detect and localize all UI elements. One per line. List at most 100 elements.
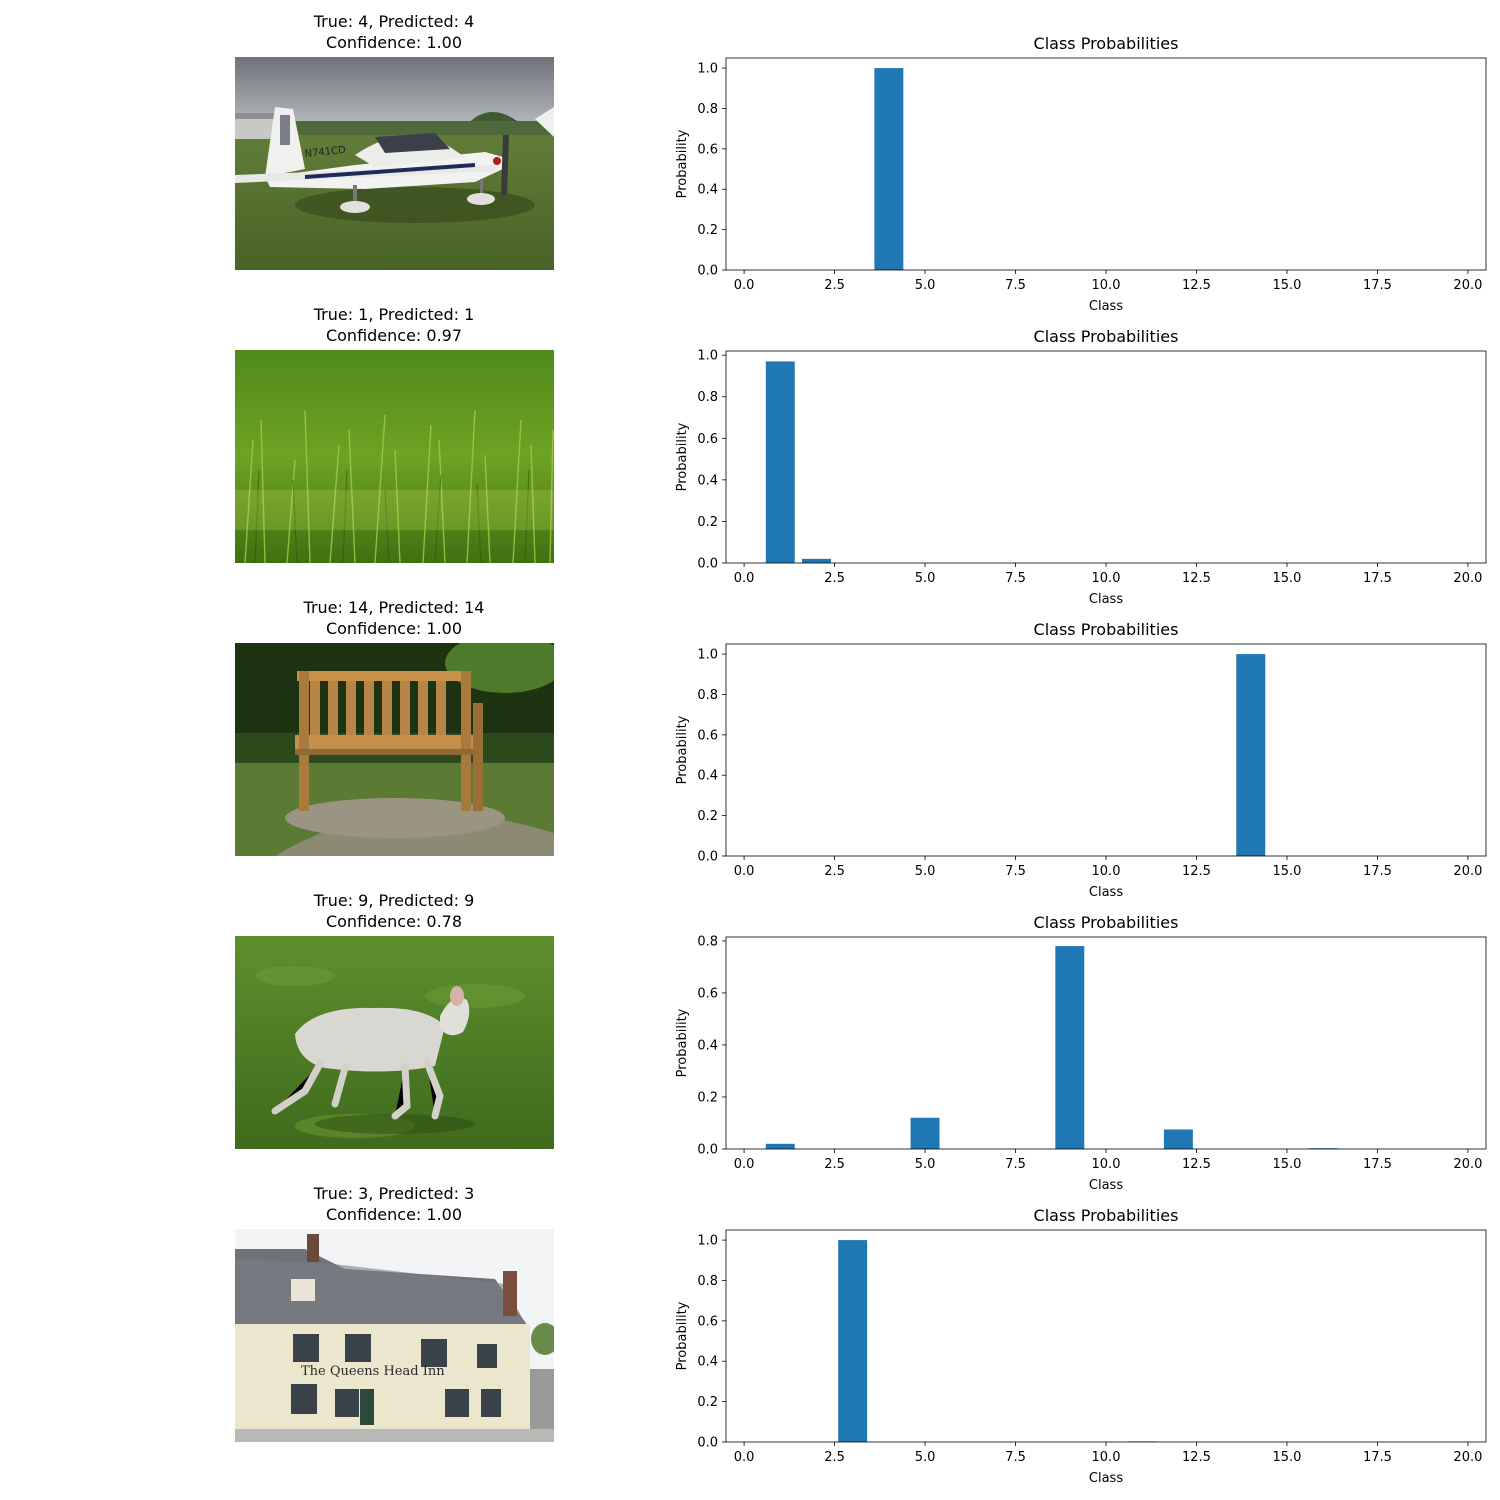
x-tick-label: 10.0 — [1092, 571, 1121, 586]
x-tick-label: 17.5 — [1363, 278, 1392, 293]
y-tick-label: 1.0 — [697, 648, 718, 663]
image-title: True: 14, Predicted: 14 Confidence: 1.00 — [234, 597, 554, 639]
x-tick-label: 15.0 — [1272, 278, 1301, 293]
x-tick-label: 0.0 — [734, 864, 755, 879]
plot-frame — [725, 57, 1487, 271]
chart-title: Class Probabilities — [1034, 1206, 1179, 1225]
x-tick-label: 7.5 — [1005, 1450, 1026, 1465]
x-tick-label: 17.5 — [1363, 864, 1392, 879]
y-tick-label: 0.4 — [697, 769, 718, 784]
x-tick-label: 2.5 — [824, 1157, 845, 1172]
x-tick-label: 0.0 — [734, 571, 755, 586]
bar-class-14 — [1236, 654, 1266, 856]
x-tick-label: 5.0 — [915, 1157, 936, 1172]
y-axis-label: Probability — [675, 1008, 690, 1077]
y-tick-label: 0.0 — [697, 850, 718, 865]
image-title: True: 3, Predicted: 3 Confidence: 1.00 — [234, 1183, 554, 1225]
y-tick-label: 0.4 — [697, 183, 718, 198]
y-tick-label: 0.6 — [697, 142, 718, 157]
x-axis-label: Class — [1089, 885, 1123, 900]
y-tick-label: 0.4 — [697, 1355, 718, 1370]
bar-class-5 — [910, 1117, 940, 1149]
x-axis-label: Class — [1089, 1178, 1123, 1193]
image-title-line-2: Confidence: 1.00 — [325, 33, 463, 52]
prediction-row-3: True: 14, Predicted: 14 Confidence: 1.00 — [0, 586, 1500, 900]
x-tick-label: 2.5 — [824, 571, 845, 586]
image-title: True: 1, Predicted: 1 Confidence: 0.97 — [234, 304, 554, 346]
chart-svg: 0.0 2.5 5.0 7.5 10.0 12.5 15.0 17.5 20.0 0.0 0.2 0.… — [675, 913, 1487, 1193]
chart-svg: 0.0 2.5 5.0 7.5 10.0 12.5 15.0 17.5 20.0 0.0 0.2 0.… — [675, 34, 1487, 314]
x-tick-label: 12.5 — [1182, 864, 1211, 879]
x-tick-label: 10.0 — [1092, 278, 1121, 293]
bar-class-3 — [838, 1240, 868, 1442]
y-tick-label: 0.4 — [697, 1038, 718, 1053]
bar-class-1 — [765, 1143, 795, 1149]
y-tick-label: 0.0 — [697, 264, 718, 279]
image-title-line-1: True: 9, Predicted: 9 — [313, 891, 475, 910]
bar-class-4 — [874, 68, 904, 270]
y-tick-label: 0.6 — [697, 728, 718, 743]
y-axis-label: Probability — [675, 129, 690, 198]
x-tick-label: 20.0 — [1453, 278, 1482, 293]
chart-svg: 0.0 2.5 5.0 7.5 10.0 12.5 15.0 17.5 20.0 0.0 0.2 0.… — [675, 327, 1487, 607]
sample-image-building: The Queens Head Inn — [235, 1229, 554, 1442]
image-title: True: 4, Predicted: 4 Confidence: 1.00 — [234, 11, 554, 53]
x-tick-label: 12.5 — [1182, 1450, 1211, 1465]
image-title: True: 9, Predicted: 9 Confidence: 0.78 — [234, 890, 554, 932]
class-probabilities-chart-3: 0.0 2.5 5.0 7.5 10.0 12.5 15.0 17.5 20.0 0.0 0.2 0.… — [660, 608, 1500, 900]
class-probabilities-chart-5: 0.0 2.5 5.0 7.5 10.0 12.5 15.0 17.5 20.0 0.0 0.2 0.… — [660, 1194, 1500, 1486]
image-title-line-2: Confidence: 0.97 — [325, 326, 463, 345]
x-tick-label: 5.0 — [915, 1450, 936, 1465]
x-axis-label: Class — [1089, 299, 1123, 314]
y-tick-label: 0.8 — [697, 934, 718, 949]
y-tick-label: 1.0 — [697, 1234, 718, 1249]
sample-image-airplane: N741CD — [235, 57, 554, 270]
x-tick-label: 15.0 — [1272, 1450, 1301, 1465]
image-title-line-1: True: 3, Predicted: 3 — [313, 1184, 475, 1203]
chart-title: Class Probabilities — [1034, 913, 1179, 932]
chart-title: Class Probabilities — [1034, 620, 1179, 639]
x-tick-label: 7.5 — [1005, 1157, 1026, 1172]
y-tick-label: 0.2 — [697, 1090, 718, 1105]
x-axis-label: Class — [1089, 1471, 1123, 1486]
prediction-row-4: True: 9, Predicted: 9 Confidence: 0.78 — [0, 879, 1500, 1193]
image-title-line-1: True: 4, Predicted: 4 — [313, 12, 475, 31]
x-tick-label: 17.5 — [1363, 571, 1392, 586]
x-tick-label: 20.0 — [1453, 864, 1482, 879]
x-tick-label: 5.0 — [915, 864, 936, 879]
bar-class-1 — [765, 361, 795, 563]
sample-image-grass — [235, 350, 554, 563]
x-tick-label: 12.5 — [1182, 571, 1211, 586]
tail-registration-text: N741CD — [304, 145, 346, 160]
y-tick-label: 0.0 — [697, 1436, 718, 1451]
x-tick-label: 20.0 — [1453, 1450, 1482, 1465]
x-tick-label: 7.5 — [1005, 864, 1026, 879]
x-tick-label: 5.0 — [915, 278, 936, 293]
image-title-line-2: Confidence: 1.00 — [325, 1205, 463, 1224]
y-tick-label: 0.6 — [697, 432, 718, 447]
chart-svg: 0.0 2.5 5.0 7.5 10.0 12.5 15.0 17.5 20.0 0.0 0.2 0.… — [675, 1206, 1487, 1486]
chart-title: Class Probabilities — [1034, 34, 1179, 53]
y-tick-label: 0.8 — [697, 102, 718, 117]
image-title-line-2: Confidence: 0.78 — [325, 912, 463, 931]
y-axis-label: Probability — [675, 715, 690, 784]
x-tick-label: 17.5 — [1363, 1450, 1392, 1465]
x-tick-label: 7.5 — [1005, 571, 1026, 586]
plot-frame — [725, 643, 1487, 857]
y-tick-label: 0.0 — [697, 1143, 718, 1158]
x-tick-label: 10.0 — [1092, 1450, 1121, 1465]
x-tick-label: 0.0 — [734, 278, 755, 293]
y-tick-label: 0.2 — [697, 515, 718, 530]
x-tick-label: 12.5 — [1182, 278, 1211, 293]
class-probabilities-chart-1: 0.0 2.5 5.0 7.5 10.0 12.5 15.0 17.5 20.0 0.0 0.2 0.… — [660, 22, 1500, 314]
plot-frame — [725, 350, 1487, 564]
x-tick-label: 15.0 — [1272, 864, 1301, 879]
y-tick-label: 0.2 — [697, 809, 718, 824]
y-tick-label: 0.2 — [697, 1395, 718, 1410]
x-tick-label: 20.0 — [1453, 1157, 1482, 1172]
x-tick-label: 2.5 — [824, 864, 845, 879]
x-tick-label: 0.0 — [734, 1157, 755, 1172]
sample-image-lamb — [235, 936, 554, 1149]
x-tick-label: 2.5 — [824, 278, 845, 293]
